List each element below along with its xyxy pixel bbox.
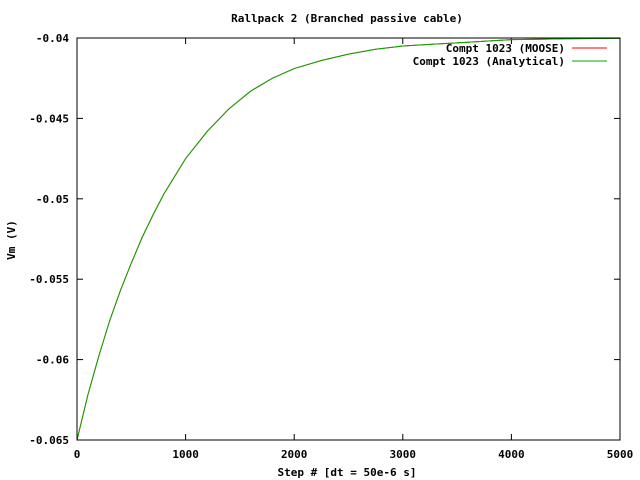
- legend-label-analytical: Compt 1023 (Analytical): [413, 55, 565, 68]
- x-tick-label: 4000: [498, 448, 525, 461]
- y-tick-label: -0.04: [36, 32, 69, 45]
- x-tick-label: 2000: [281, 448, 308, 461]
- x-tick-label: 5000: [607, 448, 634, 461]
- legend: Compt 1023 (MOOSE) Compt 1023 (Analytica…: [413, 42, 607, 68]
- x-tick-label: 1000: [172, 448, 199, 461]
- plot-frame: [76, 37, 621, 441]
- y-axis-label: Vm (V): [5, 220, 18, 260]
- y-tick-label: -0.05: [36, 193, 69, 206]
- y-tick-label: -0.06: [36, 354, 69, 367]
- series-line-moose: [76, 37, 621, 441]
- series-lines: [76, 37, 621, 441]
- x-tick-label: 0: [74, 448, 81, 461]
- y-tick-label: -0.045: [29, 112, 69, 125]
- axis-ticks: 0 1000 2000 3000 4000 5000 -0.065 -0.06 -0.055 -0…: [29, 32, 633, 461]
- chart-title: Rallpack 2 (Branched passive cable): [231, 12, 463, 25]
- series-line-analytical: [76, 37, 621, 441]
- y-tick-label: -0.055: [29, 273, 69, 286]
- y-tick-label: -0.065: [29, 434, 69, 447]
- x-axis-label: Step # [dt = 50e-6 s]: [277, 466, 416, 479]
- x-tick-label: 3000: [390, 448, 417, 461]
- legend-label-moose: Compt 1023 (MOOSE): [446, 42, 565, 55]
